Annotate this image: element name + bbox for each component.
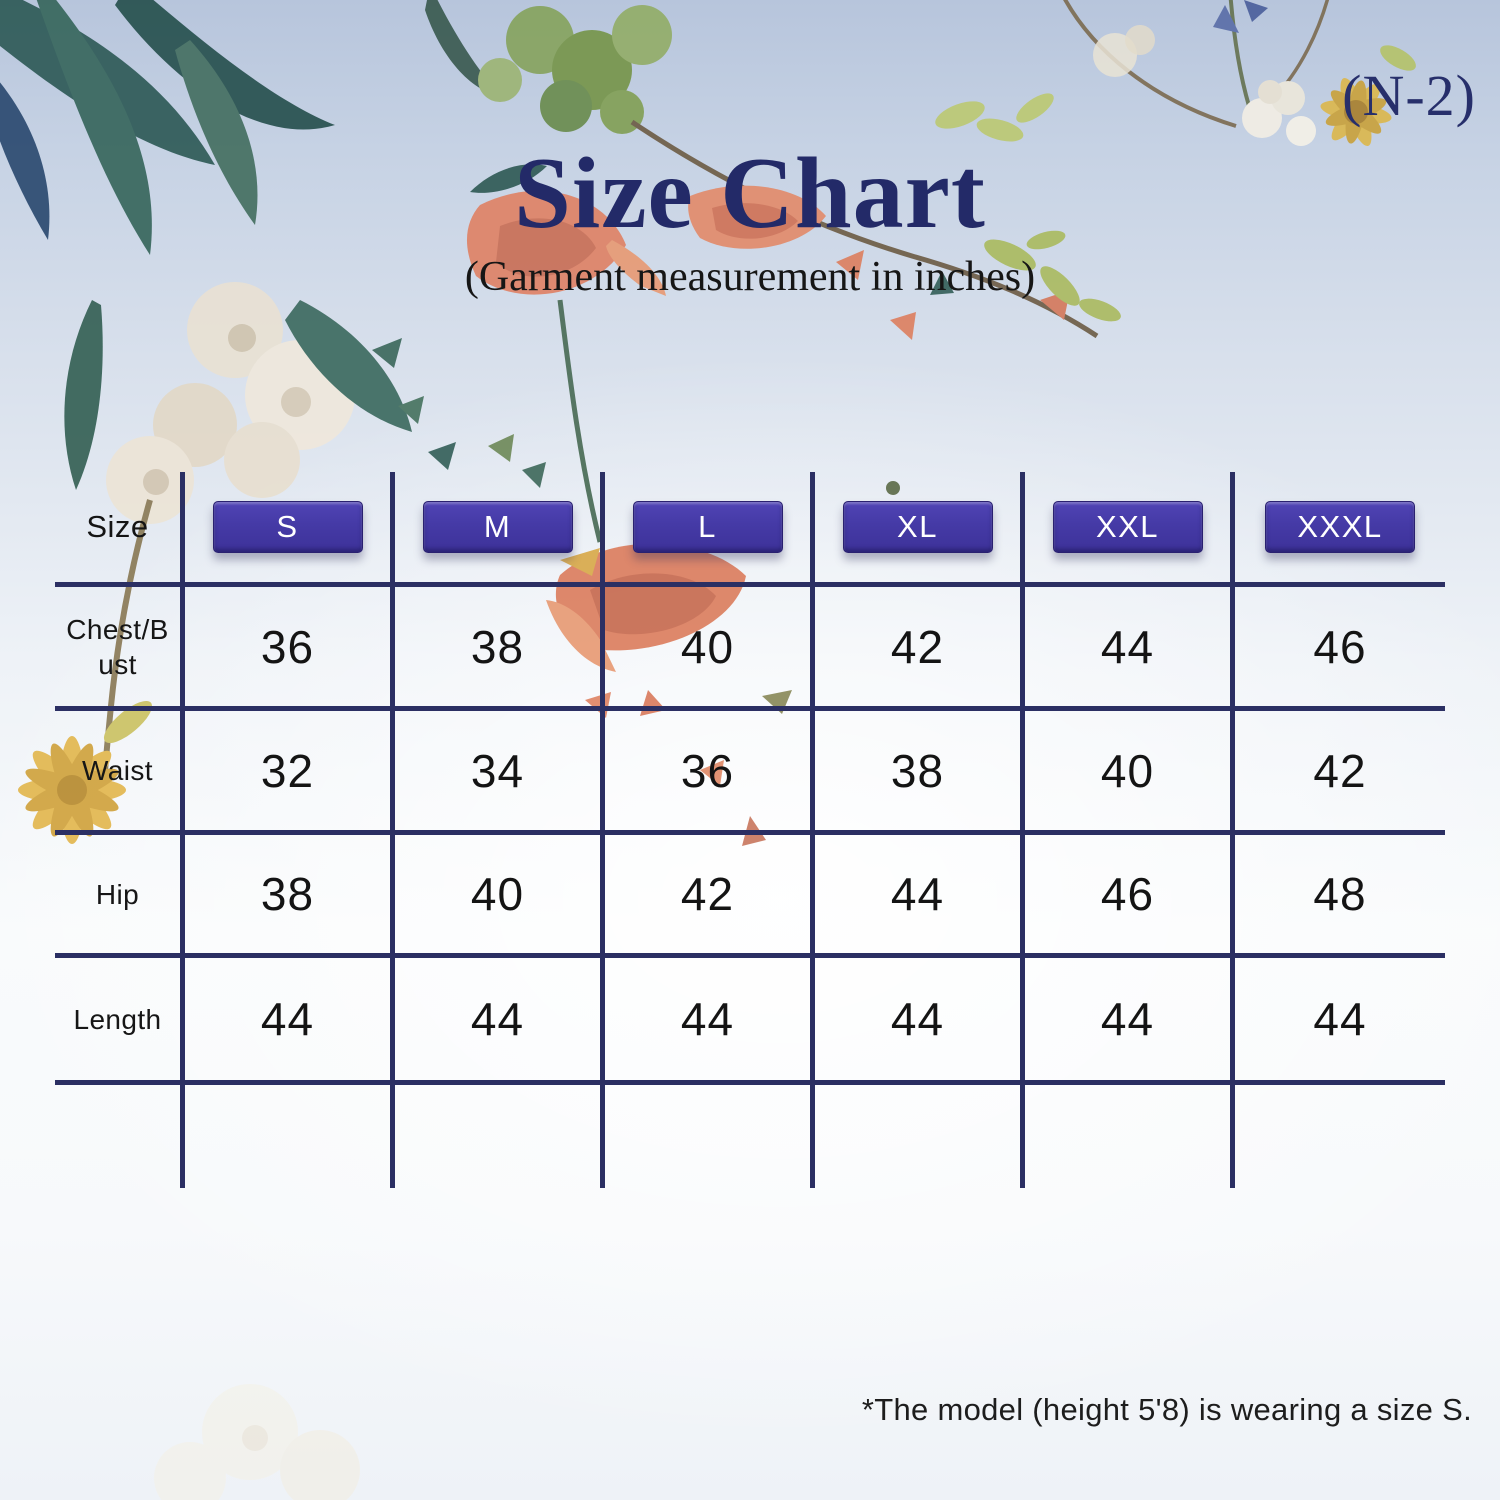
size-column-header-l: L bbox=[605, 472, 815, 587]
empty-cell bbox=[395, 1085, 605, 1188]
measurement-cell: 40 bbox=[395, 835, 605, 958]
measurement-cell: 32 bbox=[185, 711, 395, 835]
measurement-cell: 42 bbox=[1235, 711, 1445, 835]
measurement-cell: 38 bbox=[395, 587, 605, 711]
row-label-text: Hip bbox=[95, 878, 140, 910]
measurement-cell: 42 bbox=[605, 835, 815, 958]
row-label-hip: Hip bbox=[55, 835, 185, 958]
row-label-text: Chest/Bust bbox=[66, 613, 169, 680]
measurement-cell: 40 bbox=[605, 587, 815, 711]
footnote: *The model (height 5'8) is wearing a siz… bbox=[861, 1392, 1472, 1427]
measurement-cell: 44 bbox=[815, 958, 1025, 1085]
row-label-length: Length bbox=[55, 958, 185, 1085]
empty-cell bbox=[55, 1085, 185, 1188]
size-badge-l: L bbox=[632, 501, 783, 553]
variant-tag: (N-2) bbox=[1342, 63, 1476, 128]
size-column-header-xxl: XXL bbox=[1025, 472, 1235, 587]
measurement-cell: 40 bbox=[1025, 711, 1235, 835]
measurement-cell: 44 bbox=[1235, 958, 1445, 1085]
page-subtitle: (Garment measurement in inches) bbox=[464, 254, 1036, 301]
measurement-cell: 38 bbox=[185, 835, 395, 958]
empty-cell bbox=[815, 1085, 1025, 1188]
measurement-cell: 38 bbox=[815, 711, 1025, 835]
size-column-header-m: M bbox=[395, 472, 605, 587]
empty-cell bbox=[185, 1085, 395, 1188]
measurement-cell: 48 bbox=[1235, 835, 1445, 958]
size-column-header-xxxl: XXXL bbox=[1235, 472, 1445, 587]
measurement-cell: 46 bbox=[1025, 835, 1235, 958]
measurement-cell: 34 bbox=[395, 711, 605, 835]
measurement-cell: 44 bbox=[605, 958, 815, 1085]
size-column-header-s: S bbox=[185, 472, 395, 587]
heading-block: Size Chart (Garment measurement in inche… bbox=[0, 140, 1500, 301]
size-badge-s: S bbox=[212, 501, 363, 553]
row-label-waist: Waist bbox=[55, 711, 185, 835]
size-badge-m: M bbox=[422, 501, 573, 553]
measurement-cell: 44 bbox=[815, 835, 1025, 958]
size-chart-table: Size S M L XL XXL XXXL Chest/Bust 36 38 … bbox=[55, 472, 1445, 1188]
empty-cell bbox=[605, 1085, 815, 1188]
row-label-chest-bust: Chest/Bust bbox=[55, 587, 185, 711]
measurement-cell: 46 bbox=[1235, 587, 1445, 711]
row-label-text: Waist bbox=[82, 755, 153, 786]
measurement-cell: 44 bbox=[1025, 958, 1235, 1085]
measurement-cell: 42 bbox=[815, 587, 1025, 711]
page-title: Size Chart bbox=[514, 137, 986, 250]
measurement-cell: 36 bbox=[605, 711, 815, 835]
empty-cell bbox=[1025, 1085, 1235, 1188]
table-corner-label: Size bbox=[55, 472, 185, 587]
measurement-cell: 44 bbox=[395, 958, 605, 1085]
measurement-cell: 44 bbox=[185, 958, 395, 1085]
measurement-cell: 36 bbox=[185, 587, 395, 711]
size-badge-xl: XL bbox=[842, 501, 993, 553]
empty-cell bbox=[1235, 1085, 1445, 1188]
measurement-cell: 44 bbox=[1025, 587, 1235, 711]
size-column-header-xl: XL bbox=[815, 472, 1025, 587]
size-badge-xxl: XXL bbox=[1052, 501, 1203, 553]
row-label-text: Length bbox=[73, 1003, 162, 1035]
size-badge-xxxl: XXXL bbox=[1265, 501, 1415, 553]
